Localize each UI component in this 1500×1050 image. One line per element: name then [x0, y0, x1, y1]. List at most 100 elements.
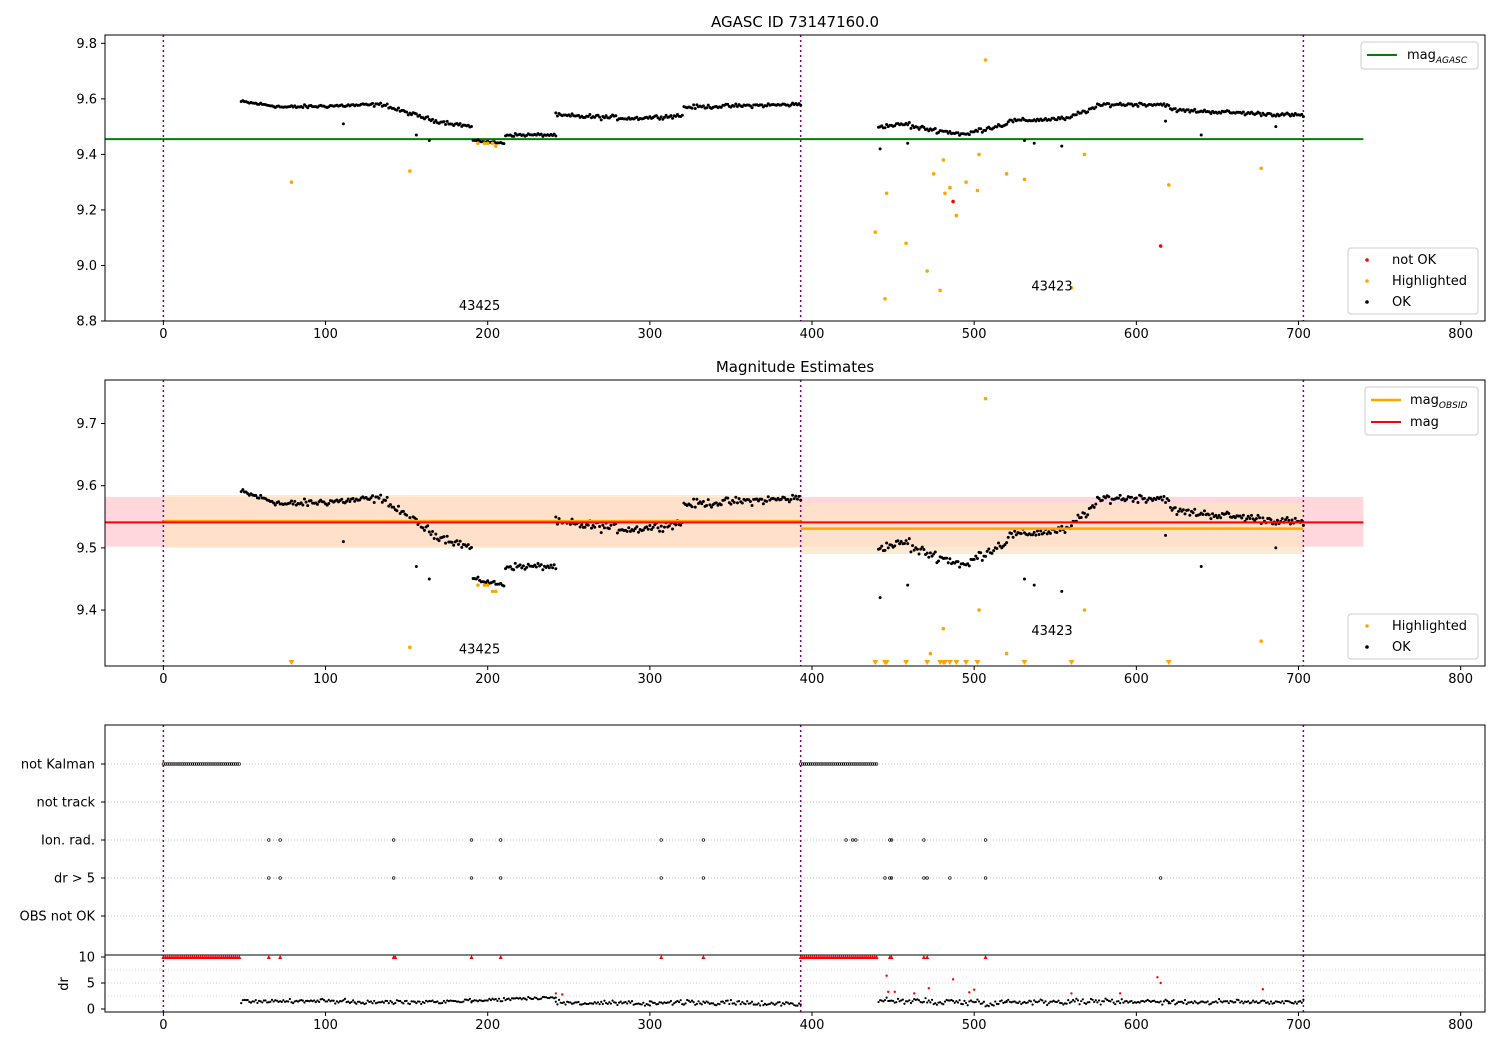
below-range-marker — [963, 660, 970, 665]
ok-point — [648, 523, 652, 527]
ok-point — [593, 525, 597, 529]
highlighted-point — [977, 152, 981, 157]
dr-point — [1300, 1001, 1303, 1004]
ok-point — [956, 560, 960, 564]
highlighted-point — [476, 583, 480, 587]
dr-point — [327, 998, 330, 1001]
dr-point — [595, 1002, 598, 1005]
dr-point — [496, 999, 499, 1002]
ok-point — [534, 565, 538, 569]
dr-point — [1180, 1000, 1183, 1003]
dr-point — [640, 1003, 643, 1006]
below-range-marker — [974, 660, 981, 665]
dr-point — [249, 1001, 253, 1004]
dr-point — [1302, 998, 1305, 1001]
dr-point — [433, 1001, 436, 1004]
ok-point — [604, 114, 608, 118]
dr-point — [1106, 998, 1109, 1001]
dr-gt5-point — [922, 876, 926, 880]
dr-point — [1083, 1001, 1086, 1005]
ok-point — [1074, 113, 1078, 117]
dr-point — [356, 1000, 360, 1003]
ok-point — [1094, 502, 1098, 506]
dr-point — [562, 1001, 566, 1004]
dr-point — [1003, 1001, 1007, 1004]
dr-point — [251, 1000, 254, 1003]
x-tick-label: 300 — [637, 327, 662, 342]
dr-point — [604, 1001, 608, 1005]
highlighted-point — [975, 188, 980, 193]
ok-point — [1079, 515, 1083, 519]
ok-point — [920, 545, 924, 549]
ok-point — [1167, 499, 1171, 503]
ok-point — [554, 134, 558, 138]
ok-point — [791, 493, 795, 497]
legend-point-types-2: Highlighted OK — [1347, 613, 1479, 660]
dr-point — [1175, 1002, 1178, 1005]
ok-point — [1060, 144, 1064, 148]
dr-gt5-point — [888, 876, 892, 880]
not-kalman-point — [202, 762, 206, 766]
dr-point — [982, 1000, 986, 1003]
ok-point — [1214, 513, 1218, 517]
ok-point — [601, 523, 605, 527]
dr-point — [450, 999, 454, 1002]
dr-point — [755, 1003, 758, 1006]
dr-point — [596, 1001, 600, 1004]
not-kalman-point — [799, 762, 803, 766]
dr-point — [1109, 1000, 1112, 1003]
ok-point — [886, 546, 890, 550]
ok-point — [1086, 513, 1090, 517]
dr-point — [917, 999, 921, 1002]
ok-point — [431, 530, 435, 534]
ok-point — [426, 115, 430, 119]
highlighted-point — [941, 626, 946, 631]
not-kalman-point — [227, 762, 232, 766]
dr-point — [1203, 1001, 1206, 1004]
dr-point — [718, 1003, 721, 1006]
x-tick-label: 600 — [1124, 327, 1149, 342]
ion-rad-point — [701, 838, 706, 842]
ok-point — [458, 122, 462, 126]
not-kalman-point — [185, 762, 189, 766]
dr-point — [661, 1002, 664, 1005]
dr-point — [1154, 1000, 1157, 1004]
not-kalman-point — [231, 762, 236, 766]
dr-point — [355, 1002, 358, 1005]
dr-point — [369, 1000, 373, 1003]
ok-point — [466, 543, 470, 547]
dr-point — [908, 999, 911, 1002]
dr-point — [1226, 1000, 1229, 1003]
ok-point — [1199, 565, 1203, 569]
not-kalman-point — [816, 762, 820, 766]
ok-point — [426, 524, 430, 528]
dr-point — [626, 1002, 629, 1005]
ok-point — [1005, 541, 1009, 545]
dr-point — [1234, 1000, 1237, 1004]
dr-point — [1222, 1000, 1226, 1003]
highlighted-point — [943, 191, 947, 196]
dr-point — [903, 1002, 906, 1005]
ok-point — [372, 104, 376, 108]
dr-point — [1070, 1000, 1073, 1003]
ok-point — [588, 113, 592, 117]
dr-point — [942, 1003, 945, 1006]
highlighted-point — [938, 288, 942, 293]
ok-point — [732, 104, 736, 108]
ok-point — [502, 584, 506, 588]
ok-point — [551, 566, 555, 570]
ok-point — [1167, 104, 1171, 108]
dr-point — [340, 1000, 343, 1003]
ok-point — [1005, 122, 1009, 126]
ok-point — [469, 124, 473, 128]
ok-point — [301, 503, 305, 507]
dr-point — [1292, 1002, 1295, 1005]
ok-point — [1094, 105, 1098, 109]
dr-point — [1266, 1001, 1269, 1004]
dr-point — [1117, 1000, 1120, 1003]
dr-clipped-marker — [889, 955, 894, 959]
below-range-marker — [946, 660, 953, 665]
ok-point — [379, 101, 383, 105]
legend-mag-agasc: magAGASC — [1360, 41, 1479, 70]
